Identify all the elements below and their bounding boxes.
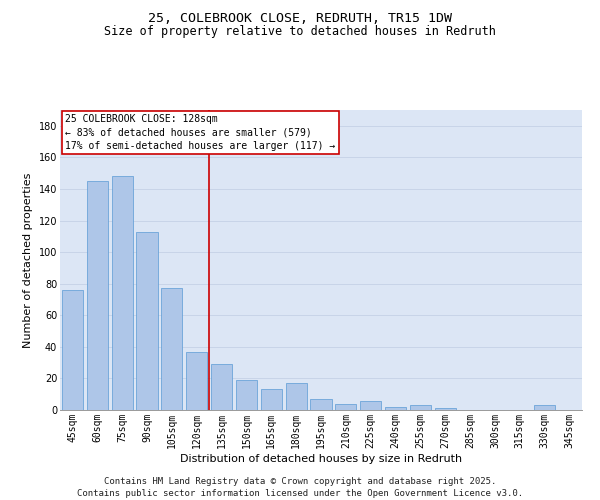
- Bar: [385, 407, 406, 410]
- Bar: [410, 406, 431, 410]
- Bar: [534, 406, 555, 410]
- Bar: [87, 181, 108, 410]
- Bar: [310, 399, 332, 410]
- Bar: [236, 380, 257, 410]
- Bar: [186, 352, 207, 410]
- Bar: [435, 408, 456, 410]
- Bar: [335, 404, 356, 410]
- Bar: [161, 288, 182, 410]
- Text: Size of property relative to detached houses in Redruth: Size of property relative to detached ho…: [104, 25, 496, 38]
- Bar: [211, 364, 232, 410]
- Text: 25, COLEBROOK CLOSE, REDRUTH, TR15 1DW: 25, COLEBROOK CLOSE, REDRUTH, TR15 1DW: [148, 12, 452, 26]
- Text: 25 COLEBROOK CLOSE: 128sqm
← 83% of detached houses are smaller (579)
17% of sem: 25 COLEBROOK CLOSE: 128sqm ← 83% of deta…: [65, 114, 335, 151]
- Bar: [360, 400, 381, 410]
- Y-axis label: Number of detached properties: Number of detached properties: [23, 172, 33, 348]
- Bar: [62, 290, 83, 410]
- Bar: [136, 232, 158, 410]
- Bar: [261, 390, 282, 410]
- Text: Contains HM Land Registry data © Crown copyright and database right 2025.
Contai: Contains HM Land Registry data © Crown c…: [77, 476, 523, 498]
- Bar: [286, 383, 307, 410]
- Bar: [112, 176, 133, 410]
- X-axis label: Distribution of detached houses by size in Redruth: Distribution of detached houses by size …: [180, 454, 462, 464]
